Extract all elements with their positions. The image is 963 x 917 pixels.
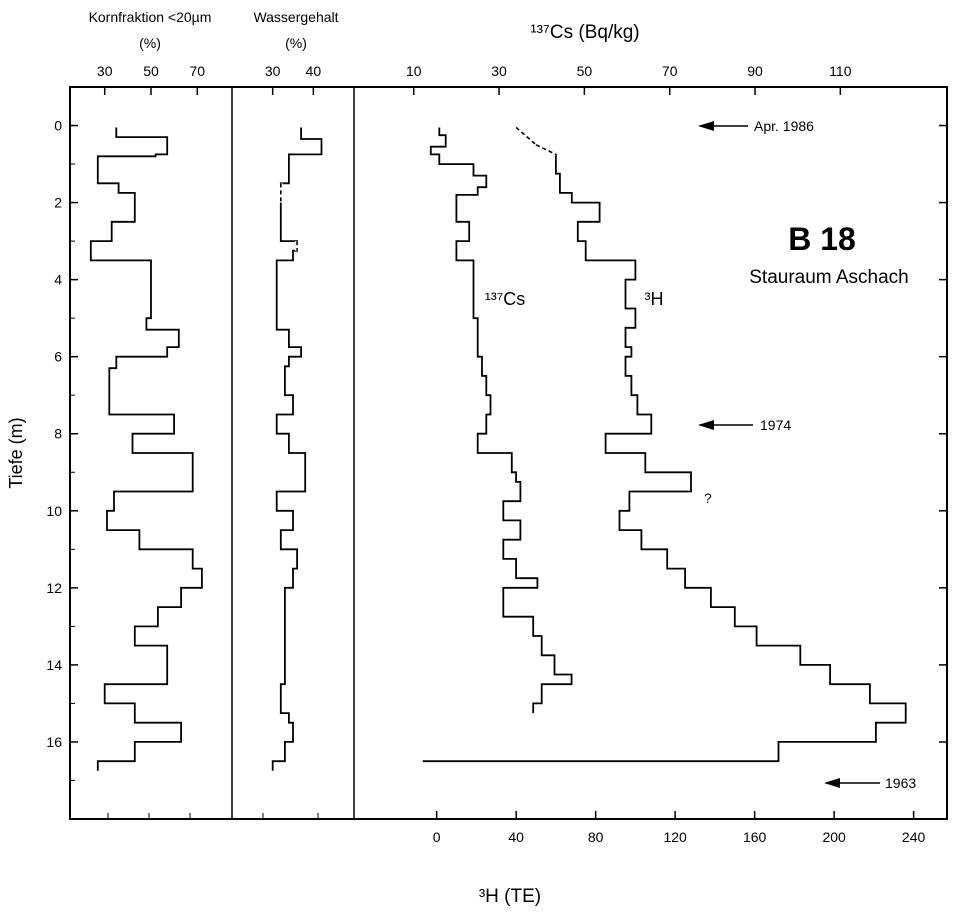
annotation-apr1986: Apr. 1986	[754, 118, 814, 134]
annotation-arrowhead-apr1986	[698, 121, 714, 131]
plot-frame	[69, 86, 948, 820]
grain-tick-label-50: 50	[143, 63, 159, 79]
cs-tick-label-70: 70	[662, 63, 678, 79]
water-header-label: Wassergehalt	[253, 9, 338, 25]
annotation-question: ?	[704, 490, 712, 506]
series-label-h3: ³H	[645, 289, 664, 309]
grain-header-label: Kornfraktion <20µm	[89, 9, 212, 25]
h3-tick-label-80: 80	[588, 829, 604, 845]
y-axis-label: Tiefe (m)	[6, 417, 26, 488]
series-label-cs137: ¹³⁷Cs	[485, 289, 526, 309]
water-tick-label-30: 30	[265, 63, 281, 79]
chart-subtitle: Stauraum Aschach	[749, 267, 908, 288]
chart-title: B 18	[788, 221, 856, 257]
cs-tick-label-90: 90	[747, 63, 763, 79]
cs137-series-line	[429, 127, 573, 714]
cs-tick-label-30: 30	[491, 63, 507, 79]
grain-series-line	[89, 127, 203, 771]
h3-tick-label-40: 40	[508, 829, 524, 845]
cs-top-axis-label: ¹³⁷Cs (Bq/kg)	[530, 22, 639, 43]
water-header-unit: (%)	[285, 35, 307, 51]
cs-tick-label-10: 10	[406, 63, 422, 79]
y-tick-label-12: 12	[46, 580, 62, 596]
h3-tick-label-160: 160	[743, 829, 767, 845]
annotation-arrowhead-1963	[824, 778, 840, 788]
annotation-arrowhead-1974	[698, 420, 714, 430]
h3-tick-label-120: 120	[663, 829, 687, 845]
h3-series-dashed-segment-0	[515, 126, 537, 146]
h3-series-dashed-segment-1	[535, 144, 557, 156]
chart-marks: 0 2 4 6 8 10 12 14 16 30 50 70 30 40 10 30 50 70 90 110 0 40 8…	[46, 63, 947, 845]
annotation-1974: 1974	[760, 417, 791, 433]
water-series-line	[271, 127, 323, 771]
h3-bottom-axis-label: ³H (TE)	[479, 886, 541, 907]
h3-tick-label-240: 240	[902, 829, 926, 845]
h3-tick-label-200: 200	[822, 829, 846, 845]
y-tick-label-8: 8	[54, 426, 62, 442]
grain-header-unit: (%)	[139, 35, 161, 51]
y-tick-label-10: 10	[46, 503, 62, 519]
y-tick-label-0: 0	[54, 118, 62, 134]
h3-tick-label-0: 0	[433, 829, 441, 845]
y-tick-label-16: 16	[46, 734, 62, 750]
y-tick-label-4: 4	[54, 272, 62, 288]
y-tick-label-2: 2	[54, 195, 62, 211]
grain-tick-label-30: 30	[97, 63, 113, 79]
y-tick-label-14: 14	[46, 657, 62, 673]
h3-series-line	[422, 126, 907, 763]
cs-tick-label-50: 50	[577, 63, 593, 79]
y-tick-label-6: 6	[54, 349, 62, 365]
grain-tick-label-70: 70	[189, 63, 205, 79]
cs-tick-label-110: 110	[829, 63, 852, 79]
annotation-1963: 1963	[885, 775, 916, 791]
water-tick-label-40: 40	[306, 63, 322, 79]
